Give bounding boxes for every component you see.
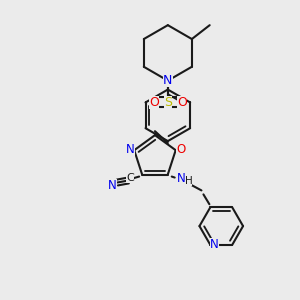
Text: S: S xyxy=(164,96,172,109)
Text: N: N xyxy=(126,143,135,156)
Text: N: N xyxy=(163,74,172,87)
Text: N: N xyxy=(210,238,219,251)
Text: O: O xyxy=(176,143,185,156)
Text: O: O xyxy=(149,96,159,109)
Text: N: N xyxy=(108,179,117,192)
Text: O: O xyxy=(177,96,187,109)
Text: N: N xyxy=(177,172,186,185)
Text: C: C xyxy=(126,172,134,182)
Text: H: H xyxy=(185,176,192,185)
